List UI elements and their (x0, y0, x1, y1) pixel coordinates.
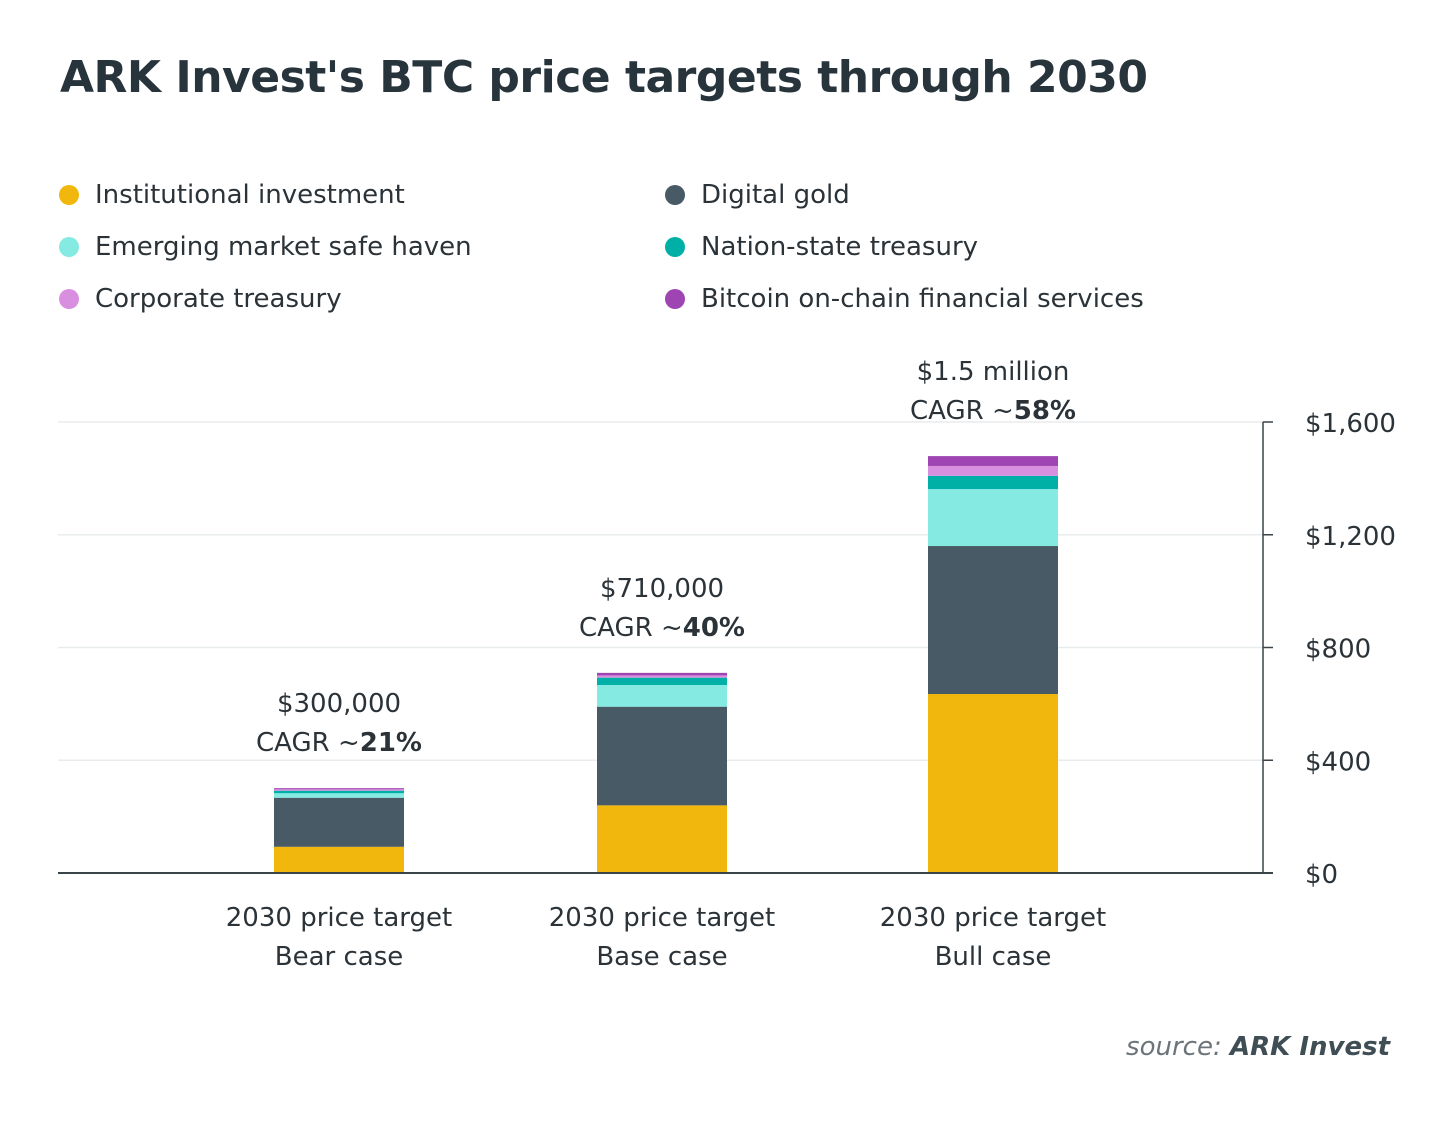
bar-segment (274, 793, 404, 798)
legend-label: Digital gold (701, 180, 850, 210)
cagr-label: CAGR ~58% (910, 396, 1076, 426)
source-note: source: ARK Invest (1126, 1032, 1390, 1062)
y-tick-label: $1,200 (1305, 522, 1396, 552)
x-tick-label: 2030 price target (549, 903, 775, 933)
bar-segment (928, 465, 1058, 476)
bar-segment (928, 475, 1058, 490)
legend-dot-icon (665, 237, 685, 257)
cagr-label: CAGR ~21% (256, 728, 422, 758)
bar-segment (597, 675, 727, 678)
x-tick-label: Base case (596, 942, 727, 972)
legend-label: Institutional investment (95, 180, 405, 210)
x-tick-label: Bear case (275, 942, 404, 972)
bar-segment (928, 456, 1058, 466)
legend-item: Digital gold (665, 180, 850, 210)
bar-segment (928, 694, 1058, 873)
bar-segment (274, 788, 404, 790)
legend-item: Bitcoin on-chain financial services (665, 284, 1144, 314)
legend-dot-icon (59, 185, 79, 205)
price-label: $1.5 million (917, 357, 1070, 387)
legend-item: Emerging market safe haven (59, 232, 472, 262)
bar-segment (928, 489, 1058, 547)
legend-dot-icon (59, 289, 79, 309)
price-label: $300,000 (277, 689, 401, 719)
chart-title: ARK Invest's BTC price targets through 2… (60, 52, 1148, 103)
legend-dot-icon (665, 289, 685, 309)
y-tick-label: $800 (1305, 635, 1371, 665)
legend-label: Emerging market safe haven (95, 232, 472, 262)
x-tick-label: Bull case (935, 942, 1052, 972)
legend-label: Corporate treasury (95, 284, 342, 314)
y-tick-label: $400 (1305, 747, 1371, 777)
y-tick-label: $1,600 (1305, 409, 1396, 439)
bar-segment (274, 797, 404, 847)
bar-segment (597, 677, 727, 685)
bar-segment (274, 789, 404, 791)
bar-segment (597, 805, 727, 873)
bar-segment (928, 546, 1058, 695)
price-label: $710,000 (600, 574, 724, 604)
x-tick-label: 2030 price target (226, 903, 452, 933)
legend-dot-icon (665, 185, 685, 205)
x-tick-label: 2030 price target (880, 903, 1106, 933)
bar-segment (597, 706, 727, 806)
legend-item: Institutional investment (59, 180, 405, 210)
legend-item: Nation-state treasury (665, 232, 978, 262)
legend-label: Nation-state treasury (701, 232, 979, 262)
y-tick-label: $0 (1305, 860, 1338, 890)
legend-item: Corporate treasury (59, 284, 342, 314)
legend-dot-icon (59, 237, 79, 257)
legend-label: Bitcoin on-chain financial services (701, 284, 1144, 314)
bar-segment (597, 672, 727, 676)
bar-segment (597, 684, 727, 707)
bar-segment (274, 790, 404, 794)
cagr-label: CAGR ~40% (579, 613, 745, 643)
source-name: ARK Invest (1229, 1032, 1390, 1062)
source-prefix: source: (1126, 1032, 1222, 1062)
bar-segment (274, 846, 404, 873)
